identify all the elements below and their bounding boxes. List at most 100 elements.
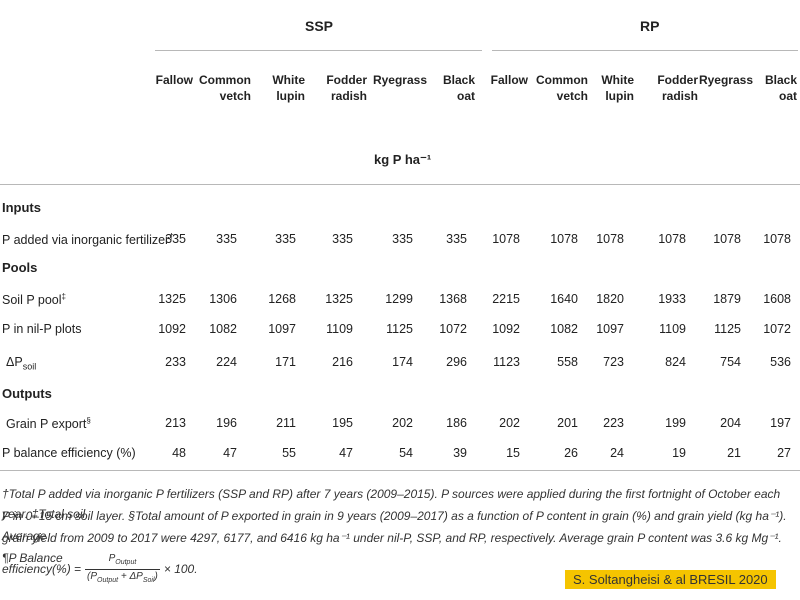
footnote-line-1: †Total P added via inorganic P fertilize… xyxy=(2,487,781,521)
cell-nil-p-9: 1097 xyxy=(596,322,624,336)
formula-fraction: POutput (POutput + ΔPSoil) xyxy=(85,552,160,587)
cell-nil-p-2: 1082 xyxy=(209,322,237,336)
delta-p-sub: soil xyxy=(22,361,37,372)
soil-p-mark: ‡ xyxy=(61,292,66,301)
cell-p-added-7: 1078 xyxy=(492,232,520,246)
cell-soil-p-2: 1306 xyxy=(209,292,237,306)
column-header-rp-1: Fallow xyxy=(491,72,528,88)
cell-soil-p-10: 1933 xyxy=(658,292,686,306)
cell-grain-p-6: 186 xyxy=(446,416,467,430)
cell-efficiency-11: 21 xyxy=(727,446,741,460)
column-header-line: lupin xyxy=(605,89,634,103)
cell-p-added-11: 1078 xyxy=(713,232,741,246)
cell-efficiency-5: 54 xyxy=(399,446,413,460)
footnote-line-2: P in 0–15 cm soil layer. §Total amount o… xyxy=(2,509,787,543)
cell-grain-p-1: 213 xyxy=(165,416,186,430)
column-header-line: Fallow xyxy=(155,73,193,87)
section-inputs: Inputs xyxy=(2,200,41,215)
cell-delta-p-11: 754 xyxy=(720,355,741,369)
column-header-rp-2: Common vetch xyxy=(536,72,588,104)
column-header-line: Common xyxy=(536,73,588,87)
column-header-line: Fodder xyxy=(657,73,698,87)
cell-soil-p-5: 1299 xyxy=(385,292,413,306)
cell-grain-p-8: 201 xyxy=(557,416,578,430)
cell-delta-p-5: 174 xyxy=(392,355,413,369)
formula-prefix: efficiency(%) = xyxy=(2,562,82,576)
cell-p-added-5: 335 xyxy=(392,232,413,246)
cell-p-added-12: 1078 xyxy=(763,232,791,246)
cell-grain-p-12: 197 xyxy=(770,416,791,430)
column-header-line: Ryegrass xyxy=(372,73,427,87)
column-header-ssp-4: Fodder radish xyxy=(326,72,367,104)
cell-p-added-6: 335 xyxy=(446,232,467,246)
rp-underline xyxy=(492,50,798,51)
cell-efficiency-9: 24 xyxy=(610,446,624,460)
cell-p-added-2: 335 xyxy=(216,232,237,246)
column-header-line: White xyxy=(272,73,305,87)
column-header-line: oat xyxy=(779,89,797,103)
cell-soil-p-11: 1879 xyxy=(713,292,741,306)
column-header-ssp-6: Black oat xyxy=(443,72,475,104)
cell-nil-p-3: 1097 xyxy=(268,322,296,336)
cell-delta-p-10: 824 xyxy=(665,355,686,369)
cell-soil-p-7: 2215 xyxy=(492,292,520,306)
cell-nil-p-11: 1125 xyxy=(714,322,741,336)
group-rp: RP xyxy=(640,18,660,34)
cell-efficiency-7: 15 xyxy=(506,446,520,460)
cell-p-added-8: 1078 xyxy=(550,232,578,246)
cell-delta-p-8: 558 xyxy=(557,355,578,369)
cell-delta-p-2: 224 xyxy=(216,355,237,369)
cell-nil-p-5: 1125 xyxy=(386,322,413,336)
section-pools: Pools xyxy=(2,260,38,275)
frac-num-sub: Output xyxy=(115,559,137,566)
cell-p-added-9: 1078 xyxy=(596,232,624,246)
cell-efficiency-4: 47 xyxy=(339,446,353,460)
column-header-line: radish xyxy=(330,89,367,103)
column-header-line: White xyxy=(601,73,634,87)
column-header-rp-6: Black oat xyxy=(765,72,797,104)
frac-den-mid: + ΔP xyxy=(118,571,143,582)
cell-efficiency-1: 48 xyxy=(172,446,186,460)
cell-soil-p-1: 1325 xyxy=(158,292,186,306)
column-header-line: Fallow xyxy=(490,73,528,87)
column-header-line: Common xyxy=(199,73,251,87)
column-header-line: lupin xyxy=(276,89,305,103)
row-label-nil-p: P in nil-P plots xyxy=(2,322,81,336)
row-label-delta-p: ΔPsoil xyxy=(6,355,36,372)
formula-suffix: × 100. xyxy=(163,562,198,576)
column-header-line: oat xyxy=(457,89,475,103)
cell-grain-p-9: 223 xyxy=(603,416,624,430)
cell-grain-p-10: 199 xyxy=(665,416,686,430)
p-added-mark: † xyxy=(169,232,174,241)
column-header-ssp-3: White lupin xyxy=(272,72,305,104)
grain-p-mark: § xyxy=(86,416,91,425)
cell-grain-p-2: 196 xyxy=(216,416,237,430)
efficiency-text: P balance efficiency (%) xyxy=(2,446,136,460)
cell-soil-p-9: 1820 xyxy=(596,292,624,306)
cell-p-added-3: 335 xyxy=(275,232,296,246)
cell-efficiency-3: 55 xyxy=(282,446,296,460)
cell-nil-p-4: 1109 xyxy=(326,322,353,336)
cell-nil-p-7: 1092 xyxy=(492,322,520,336)
column-header-ssp-5: Ryegrass xyxy=(373,72,427,88)
cell-delta-p-1: 233 xyxy=(165,355,186,369)
cell-grain-p-3: 211 xyxy=(276,416,296,430)
cell-soil-p-12: 1608 xyxy=(763,292,791,306)
cell-delta-p-4: 216 xyxy=(332,355,353,369)
group-ssp: SSP xyxy=(305,18,334,34)
cell-p-added-1: 335 xyxy=(165,232,186,246)
nil-p-text: P in nil-P plots xyxy=(2,322,82,336)
cell-nil-p-12: 1072 xyxy=(763,322,791,336)
cell-efficiency-12: 27 xyxy=(777,446,791,460)
cell-delta-p-3: 171 xyxy=(275,355,296,369)
unit-label: kg P ha⁻¹ xyxy=(374,152,432,167)
cell-soil-p-8: 1640 xyxy=(550,292,578,306)
cell-nil-p-6: 1072 xyxy=(439,322,467,336)
row-label-efficiency: P balance efficiency (%) xyxy=(2,446,136,460)
column-header-line: Black xyxy=(442,73,475,87)
row-label-grain-p: Grain P export§ xyxy=(6,416,91,431)
cell-grain-p-4: 195 xyxy=(332,416,353,430)
frac-den-sub2: Soil xyxy=(142,577,155,584)
column-header-ssp-1: Fallow xyxy=(156,72,193,88)
p-added-text: P added via inorganic fertilizer xyxy=(2,233,170,248)
